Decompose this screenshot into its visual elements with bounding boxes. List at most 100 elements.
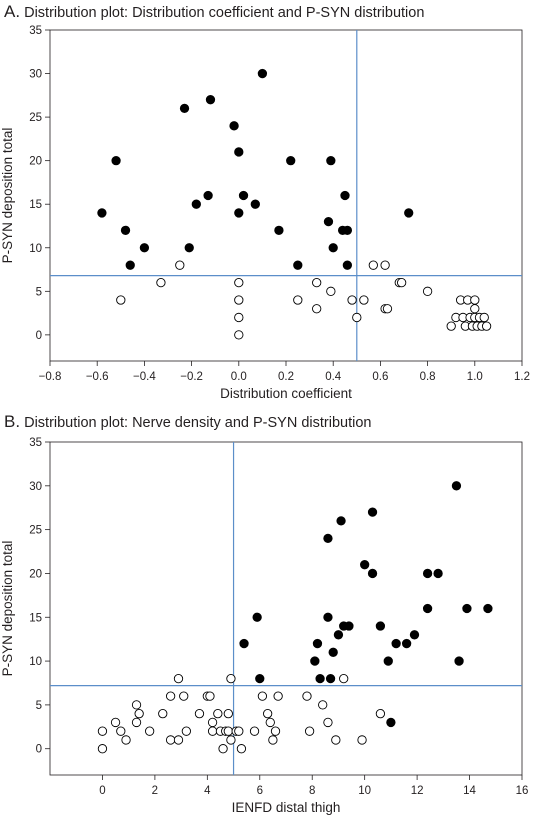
panel-a-x-tick-label: 0.6 [372, 371, 388, 383]
panel-a-filled-point [404, 208, 414, 218]
panel-a-open-point [382, 304, 393, 314]
panel-b-filled-point [325, 673, 336, 684]
panel-b-x-tick-label: 12 [411, 785, 424, 797]
panel-a-open-point [470, 295, 480, 305]
panel-b-filled-point [375, 621, 386, 631]
panel-b-x-tick-label: 10 [358, 785, 371, 797]
panel-b-y-tick-label: 15 [29, 612, 42, 624]
panel-a-x-tick-label: 0.8 [420, 371, 436, 383]
panel-a-open-point [396, 277, 407, 288]
panel-a-filled-point [340, 190, 350, 201]
panel-b-title-row: B. Distribution plot: Nerve density and … [4, 412, 371, 432]
panel-a-x-tick-label: 0.4 [325, 371, 342, 383]
panel-a-filled-point [274, 225, 284, 235]
panel-b-title: Distribution plot: Nerve density and P-S… [24, 415, 372, 431]
panel-a-open-point [380, 260, 390, 270]
panel-a-open-point [481, 321, 492, 331]
panel-b-open-point [165, 691, 176, 701]
panel-b-x-axis-label: IENFD distal thigh [232, 800, 341, 815]
panel-b-x-tick-label: 8 [309, 785, 315, 797]
panel-a-plot-frame [49, 29, 523, 362]
panel-a-open-point [234, 312, 244, 323]
panel-a-filled-point [250, 199, 260, 209]
panel-b-filled-point [462, 603, 472, 614]
panel-a-y-tick-label: 30 [29, 69, 42, 81]
panel-a-letter: A. [4, 2, 21, 21]
panel-b-y-tick-label: 10 [29, 656, 42, 668]
panel-a-filled-point [326, 156, 336, 166]
panel-a-filled-point [205, 95, 216, 105]
panel-a-open-point [446, 321, 456, 331]
panel-b-open-point [158, 709, 168, 719]
panel-a-filled-point [184, 243, 194, 253]
panel-b-open-point [234, 726, 244, 736]
panel-b-filled-point [391, 638, 401, 649]
panel-b-filled-point [483, 603, 493, 614]
panel-b-filled-point [367, 568, 378, 579]
panel-b-x-tick-label: 0 [99, 785, 105, 797]
panel-a-filled-point [97, 208, 107, 218]
panel-a-open-point [352, 312, 362, 323]
panel-a-filled-point [342, 225, 353, 235]
panel-a-open-point [175, 260, 185, 270]
panel-b-y-axis-label: P-SYN deposition total [0, 541, 15, 677]
panel-b-y-tick-label: 25 [29, 525, 42, 537]
panel-a-filled-point [191, 199, 201, 209]
panel-b-filled-point [409, 630, 420, 640]
panel-a-filled-point [286, 156, 296, 166]
panel-b-open-point [226, 735, 236, 745]
panel-b-open-point [194, 709, 205, 719]
panel-a-y-tick-label: 20 [29, 156, 42, 168]
panel-a: A. Distribution plot: Distribution coeff… [0, 0, 534, 410]
panel-b-open-point [331, 735, 341, 745]
panel-b-filled-point [255, 673, 265, 684]
panel-b-filled-point [360, 560, 370, 570]
panel-a-x-tick-label: −0.6 [86, 371, 109, 383]
panel-b-open-point [110, 717, 121, 728]
panel-a-open-point [470, 304, 480, 314]
panel-a-open-point [312, 277, 322, 288]
panel-a-open-point [293, 295, 303, 305]
panel-b-y-tick-label: 35 [29, 437, 42, 449]
panel-b-open-point [116, 726, 126, 736]
panel-b-open-point [213, 709, 223, 719]
panel-b-plot-frame [49, 441, 523, 776]
panel-b-open-point [323, 717, 333, 728]
panel-b-open-point [144, 726, 155, 736]
panel-a-x-tick-label: −0.2 [180, 371, 203, 383]
panel-b-open-point [273, 691, 283, 701]
panel-a-filled-point [125, 260, 135, 270]
panel-b-filled-point [401, 638, 412, 649]
panel-a-open-point [326, 286, 336, 296]
panel-b-filled-point [310, 656, 320, 666]
panel-b-filled-point [252, 612, 262, 622]
panel-b-filled-point [344, 621, 354, 631]
panel-b-x-tick-label: 6 [257, 785, 263, 797]
panel-a-filled-point [328, 243, 338, 253]
panel-b-filled-point [328, 647, 338, 657]
panel-b-open-point [165, 735, 176, 745]
panel-a-y-tick-label: 25 [29, 112, 42, 124]
panel-b-open-point [207, 726, 218, 736]
panel-b-open-point [236, 744, 247, 754]
panel-b-open-point [205, 691, 215, 701]
panel-b-open-point [226, 673, 236, 684]
panel-a-filled-point [238, 190, 249, 201]
panel-b-open-point [339, 673, 349, 684]
panel-b-open-point [318, 700, 328, 710]
panel-b-open-point [173, 735, 184, 745]
panel-b-y-tick-label: 0 [36, 744, 42, 756]
panel-a-y-tick-label: 35 [29, 25, 42, 37]
panel-a-filled-point [179, 103, 190, 114]
panel-a-filled-point [257, 68, 268, 79]
panel-a-filled-point [229, 121, 239, 131]
panel-a-filled-point [111, 156, 121, 166]
panel-a-y-tick-label: 15 [29, 199, 42, 211]
panel-b-filled-point [433, 568, 443, 579]
panel-b-filled-point [451, 481, 462, 491]
panel-b-open-point [121, 735, 131, 745]
panel-b-open-point [131, 717, 142, 728]
panel-a-x-tick-label: 1.0 [467, 371, 483, 383]
panel-a-filled-point [139, 243, 150, 253]
panel-b-filled-point [367, 507, 378, 517]
